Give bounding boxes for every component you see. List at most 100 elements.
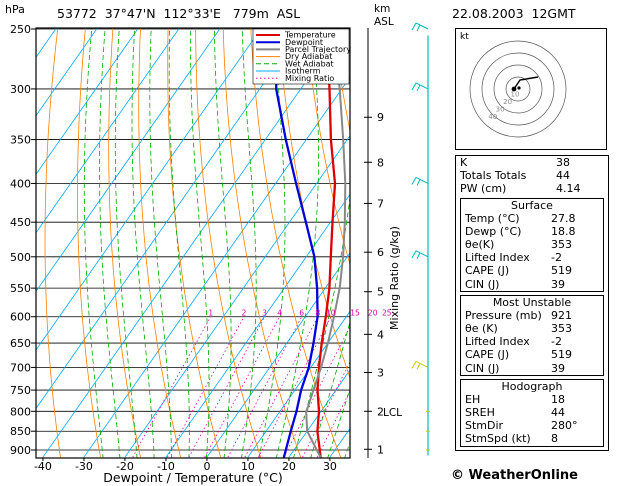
x-axis-label: Dewpoint / Temperature (°C) [103, 470, 282, 485]
hodograph-params-box: Hodograph EH 18 SREH 44 StmDir 280° StmSpd (kt… [460, 378, 604, 447]
dry-adiabat [222, 28, 302, 458]
pressure-tick-label: 850 [10, 425, 31, 438]
dry-adiabat [44, 28, 61, 458]
pressure-tick-label: 600 [10, 311, 31, 324]
altitude-axis-label: km [374, 3, 390, 15]
hodograph-panel: kt 10 20 30 40 [455, 28, 607, 150]
surface-row: θe(K) 353 [461, 238, 603, 251]
altitude-tick-label: 5 [377, 286, 384, 299]
dewpoint-profile [275, 28, 319, 458]
pressure-tick-label: 300 [10, 83, 31, 96]
altitude-tick-label: 7 [377, 197, 384, 210]
isotherm-line [36, 28, 262, 351]
altitude-tick-label: 1 [377, 443, 384, 456]
surface-label: Dewp (°C) [465, 224, 522, 238]
wet-adiabat [168, 28, 190, 458]
hodograph-param-value: 8 [551, 432, 558, 446]
hodograph-ring-label: 10 [511, 90, 520, 98]
most-unstable-row: Lifted Index -2 [461, 335, 603, 348]
surface-value: 27.8 [551, 211, 576, 225]
isotherm-line [206, 252, 350, 458]
legend-entry: Isotherm [285, 67, 321, 76]
station-info: 53772 37°47'N 112°33'E 779m ASL [57, 6, 301, 21]
parcel-trajectory [305, 28, 347, 458]
pressure-tick-label: 500 [10, 251, 31, 264]
index-row: K 38 [456, 156, 608, 169]
surface-label: Temp (°C) [465, 211, 520, 225]
pressure-tick-label: 400 [10, 177, 31, 190]
altitude-tick-label: 8 [377, 156, 384, 169]
dry-adiabat [250, 28, 342, 458]
surface-value: -2 [551, 251, 562, 265]
pressure-tick-label: 350 [10, 134, 31, 147]
mixing-ratio-line [167, 316, 245, 458]
hodograph-ring [493, 64, 543, 114]
legend-entry: Dewpoint [285, 38, 323, 47]
hodograph-point [517, 86, 521, 90]
legend-entry: Temperature [284, 31, 336, 40]
surface-title: Surface [511, 198, 553, 212]
altitude-tick-label: 9 [377, 111, 384, 124]
temperature-tick-label: 30 [323, 460, 337, 473]
surface-value: 353 [551, 238, 572, 252]
mixing-ratio-label: 20 [368, 309, 378, 318]
altitude-tick-label: 3 [377, 367, 384, 380]
most-unstable-label: CIN (J) [465, 361, 500, 375]
hodograph-param-label: SREH [465, 406, 495, 420]
dry-adiabat [138, 28, 181, 458]
surface-label: Lifted Index [465, 251, 530, 265]
surface-value: 519 [551, 264, 572, 278]
surface-value: 18.8 [551, 224, 576, 238]
most-unstable-box: Most Unstable Pressure (mb) 921 θe (K) 353 L… [460, 294, 604, 376]
hodograph-param-row: StmDir 280° [461, 419, 603, 432]
isotherm-line [165, 193, 350, 458]
hodograph-param-row: StmSpd (kt) 8 [461, 432, 603, 445]
legend-entry: Parcel Trajectory [285, 45, 351, 54]
stability-indices-table: K 38 Totals Totals 44 PW (cm) 4.14 Surface Te… [455, 155, 609, 451]
mixing-ratio-label: 6 [299, 309, 304, 318]
wet-adiabat [241, 28, 257, 458]
mixing-ratio-line [188, 316, 265, 458]
hodograph-param-label: StmSpd (kt) [465, 432, 531, 446]
hodograph-param-label: EH [465, 392, 481, 406]
index-value: 38 [556, 156, 570, 169]
isotherm-line [83, 76, 350, 458]
mixing-ratio-line [258, 316, 332, 458]
surface-box: Surface Temp (°C) 27.8 Dewp (°C) 18.8 θe(K) 3… [460, 197, 604, 292]
hodograph-params-title: Hodograph [501, 379, 563, 393]
wind-barb [411, 22, 429, 32]
dry-adiabat [195, 28, 261, 458]
hodograph-param-label: StmDir [465, 419, 504, 433]
hodograph-unit: kt [460, 32, 469, 42]
isotherm-line [288, 369, 350, 458]
isotherm-line [36, 28, 98, 117]
most-unstable-value: -2 [551, 335, 562, 349]
isotherm-line [124, 135, 350, 458]
date-time: 22.08.2003 12GMT [452, 6, 576, 21]
surface-row: Temp (°C) 27.8 [461, 212, 603, 225]
mixing-ratio-label: 1 [208, 309, 213, 318]
mixing-ratio-line [204, 316, 280, 458]
dry-adiabat [167, 28, 221, 458]
most-unstable-label: Pressure (mb) [465, 308, 542, 322]
copyright: © WeatherOnline [451, 468, 578, 483]
temperature-tick-label: -10 [157, 460, 175, 473]
hodograph-param-value: 44 [551, 406, 565, 420]
pressure-tick-label: 650 [10, 337, 31, 350]
hodograph-param-row: SREH 44 [461, 406, 603, 419]
hodograph-ring-label: 20 [503, 98, 512, 106]
pressure-tick-label: 250 [10, 23, 31, 36]
surface-value: 39 [551, 277, 565, 291]
surface-row: Dewp (°C) 18.8 [461, 225, 603, 238]
legend-entry: Wet Adiabat [285, 59, 334, 68]
temperature-tick-label: -40 [34, 460, 52, 473]
index-row: Totals Totals 44 [456, 169, 608, 182]
most-unstable-value: 921 [551, 308, 572, 322]
surface-row: CAPE (J) 519 [461, 264, 603, 277]
altitude-tick-label: 4 [377, 328, 384, 341]
surface-row: CIN (J) 39 [461, 278, 603, 291]
most-unstable-row: CAPE (J) 519 [461, 348, 603, 361]
wet-adiabat [190, 28, 210, 458]
hodograph-param-value: 280° [551, 419, 578, 433]
